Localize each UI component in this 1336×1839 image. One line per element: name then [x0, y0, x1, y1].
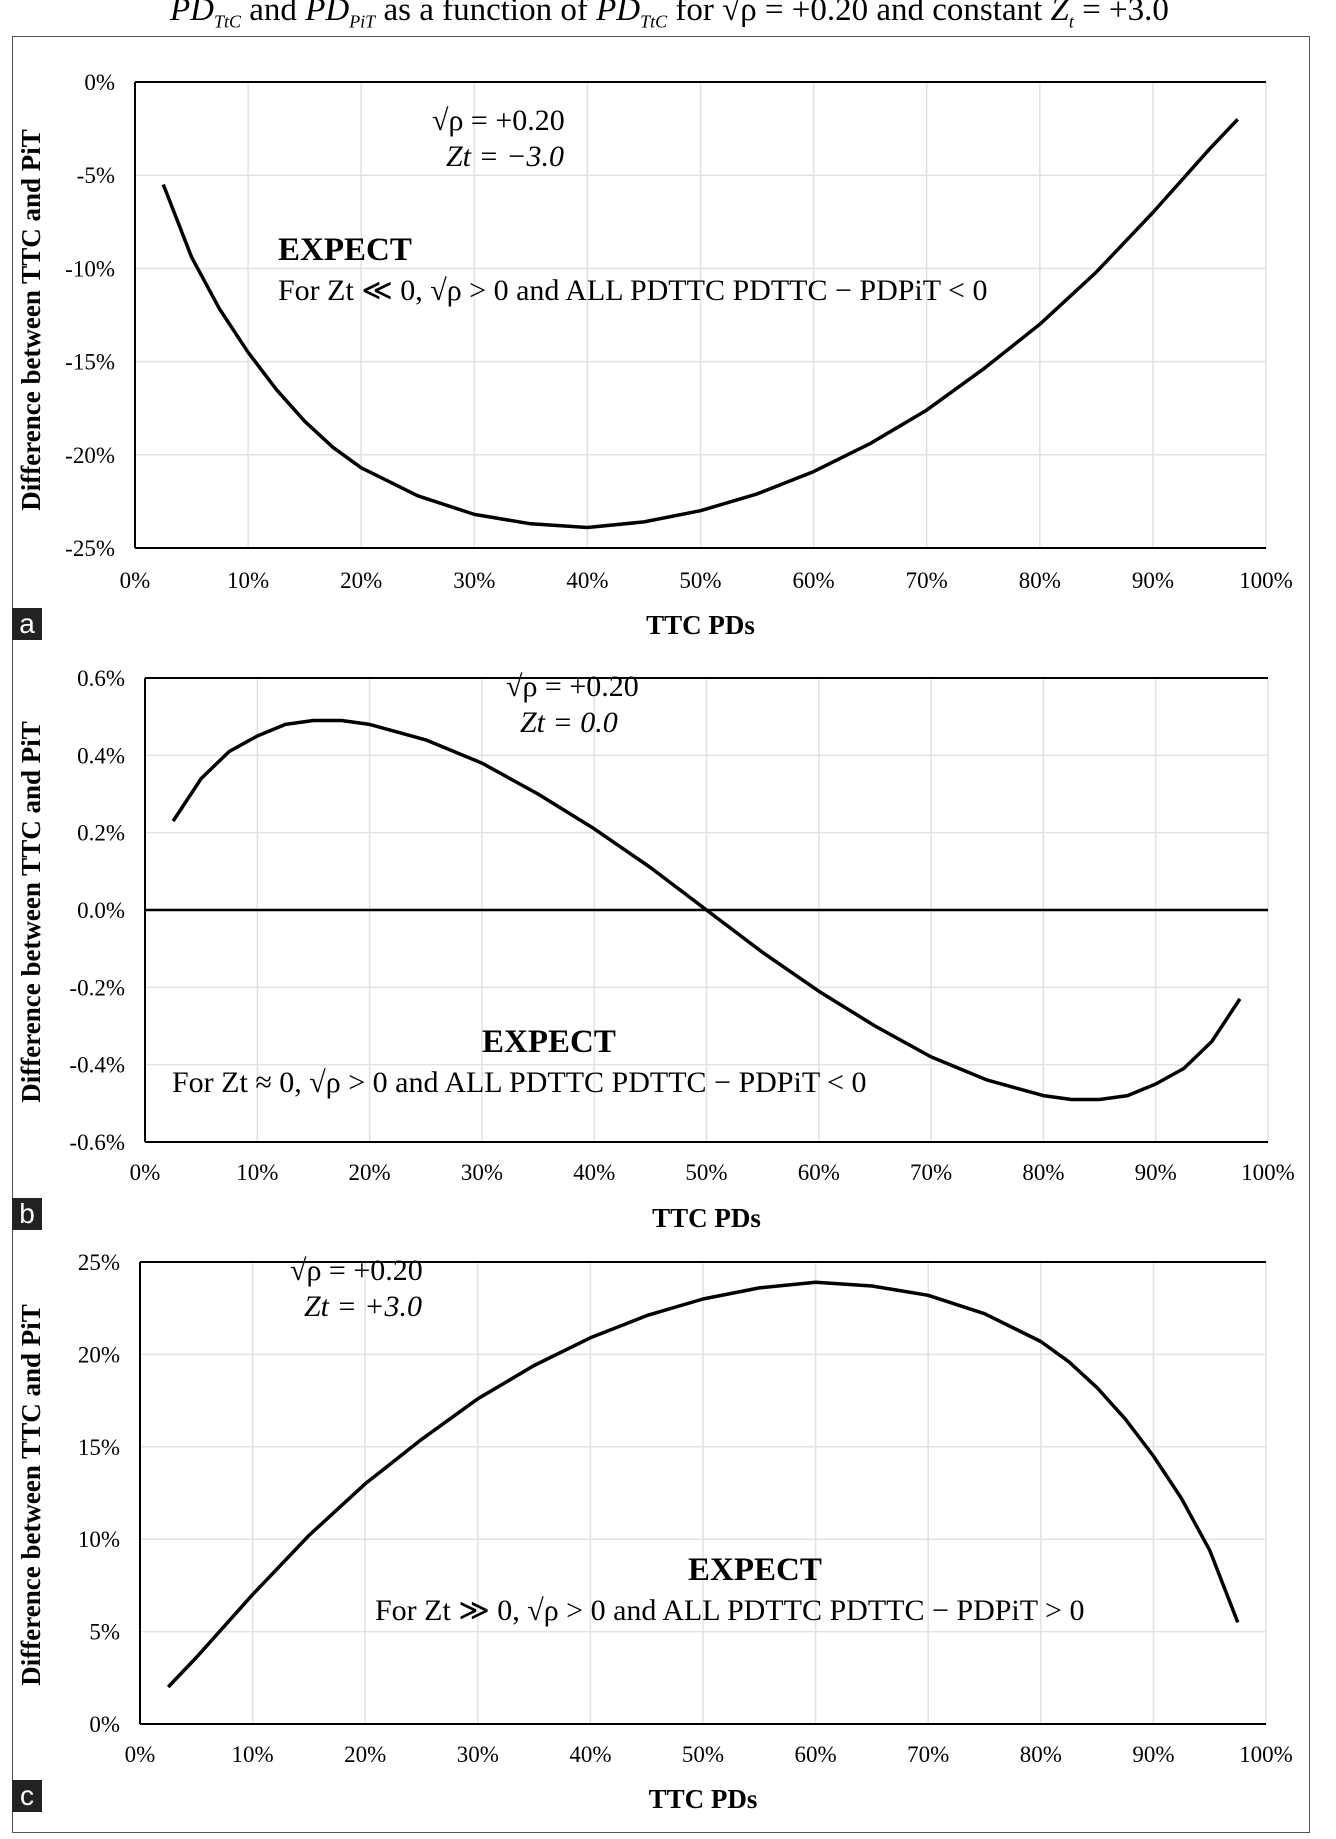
x-tick-label: 50%: [679, 568, 721, 593]
param-sqrt-rho: √ρ = +0.20: [290, 1254, 423, 1287]
param-sqrt-rho: √ρ = +0.20: [506, 670, 639, 703]
x-tick-label: 60%: [798, 1160, 840, 1185]
y-tick-label: 0.2%: [77, 821, 125, 846]
y-tick-label: -0.6%: [69, 1130, 125, 1155]
x-tick-label: 0%: [125, 1742, 156, 1767]
y-tick-label: -0.4%: [69, 1053, 125, 1078]
x-tick-label: 10%: [232, 1742, 274, 1767]
x-tick-label: 70%: [906, 568, 948, 593]
panel-label-box: [12, 1780, 42, 1812]
y-tick-label: 20%: [78, 1342, 120, 1367]
x-tick-label: 80%: [1022, 1160, 1064, 1185]
chart-panel-c: 25% 20% 15% 10% 5% 0%0% 10% 20% 30% 40% 50% 60% 70% 8…: [12, 1250, 1293, 1814]
y-tick-label: 0%: [89, 1712, 120, 1737]
series-line: [171, 718, 1242, 1102]
x-tick-label: 100%: [1239, 568, 1293, 593]
figure-frame: [12, 36, 1310, 1833]
x-tick-label: 20%: [344, 1742, 386, 1767]
expect-title: EXPECT: [278, 232, 412, 268]
panel-label: a: [19, 608, 35, 639]
x-tick-label: 70%: [910, 1160, 952, 1185]
series-line: [166, 1280, 1240, 1689]
panel-label-box: [12, 608, 42, 640]
y-tick-label: 15%: [78, 1435, 120, 1460]
x-tick-label: 30%: [457, 1742, 499, 1767]
x-tick-label: 10%: [236, 1160, 278, 1185]
x-tick-label: 40%: [569, 1742, 611, 1767]
x-tick-label: 20%: [340, 568, 382, 593]
expect-text: For Zt ≈ 0, √ρ > 0 and ALL PDTTC PDTTC −…: [172, 1066, 867, 1099]
x-tick-label: 90%: [1135, 1160, 1177, 1185]
figure-caption: PDTtC and PDPiT as a function of PDTtC f…: [170, 0, 1169, 32]
y-tick-label: -25%: [65, 536, 115, 561]
x-tick-label: 40%: [566, 568, 608, 593]
y-tick-label: 0.0%: [77, 898, 125, 923]
y-tick-label: 10%: [78, 1527, 120, 1552]
y-tick-label: -5%: [77, 163, 115, 188]
x-tick-label: 10%: [227, 568, 269, 593]
expect-title: EXPECT: [688, 1552, 822, 1588]
panel-label: c: [20, 1780, 34, 1811]
x-tick-label: 50%: [685, 1160, 727, 1185]
x-tick-label: 50%: [682, 1742, 724, 1767]
x-tick-label: 0%: [120, 568, 151, 593]
y-tick-label: -15%: [65, 350, 115, 375]
x-axis-label: TTC PDs: [652, 1203, 761, 1233]
x-tick-label: 100%: [1239, 1742, 1293, 1767]
x-axis-label: TTC PDs: [646, 610, 755, 640]
chart-panel-b: 0.6% 0.4% 0.2% 0.0% -0.2% -0.4% -0.6%0% 10% 20% 3…: [12, 666, 1295, 1233]
y-tick-label: 0%: [84, 70, 115, 95]
x-tick-label: 80%: [1019, 568, 1061, 593]
x-tick-label: 30%: [453, 568, 495, 593]
y-axis-label: Difference between TTC and PiT: [16, 721, 46, 1102]
x-tick-label: 80%: [1020, 1742, 1062, 1767]
y-tick-label: 0.6%: [77, 666, 125, 691]
series-line: [161, 118, 1239, 530]
param-sqrt-rho: √ρ = +0.20: [432, 104, 565, 137]
param-zt: Zt = 0.0: [520, 706, 618, 739]
x-tick-label: 0%: [130, 1160, 161, 1185]
x-axis-label: TTC PDs: [649, 1784, 758, 1814]
y-tick-label: -10%: [65, 256, 115, 281]
x-tick-label: 60%: [793, 568, 835, 593]
x-tick-label: 60%: [795, 1742, 837, 1767]
x-tick-label: 100%: [1241, 1160, 1295, 1185]
expect-text: For Zt ≫ 0, √ρ > 0 and ALL PDTTC PDTTC −…: [375, 1594, 1084, 1627]
y-axis-label: Difference between TTC and PiT: [16, 1304, 46, 1685]
chart-panel-a: 0%-5%-10%-15%-20%-25%0% 10% 20% 30% 40% 50% 60…: [12, 70, 1293, 640]
x-tick-label: 90%: [1132, 568, 1174, 593]
panel-label-box: [12, 1198, 42, 1230]
param-zt: Zt = −3.0: [446, 140, 564, 173]
y-tick-label: -20%: [65, 443, 115, 468]
x-tick-label: 90%: [1132, 1742, 1174, 1767]
param-zt: Zt = +3.0: [304, 1290, 422, 1323]
y-axis-label: Difference between TTC and PiT: [16, 129, 46, 510]
y-tick-label: -0.2%: [69, 975, 125, 1000]
x-tick-label: 20%: [349, 1160, 391, 1185]
expect-title: EXPECT: [482, 1024, 616, 1060]
x-tick-label: 30%: [461, 1160, 503, 1185]
x-tick-label: 40%: [573, 1160, 615, 1185]
y-tick-label: 5%: [89, 1620, 120, 1645]
expect-text: For Zt ≪ 0, √ρ > 0 and ALL PDTTC PDTTC −…: [278, 274, 987, 307]
y-tick-label: 0.4%: [77, 743, 125, 768]
x-tick-label: 70%: [907, 1742, 949, 1767]
y-tick-label: 25%: [78, 1250, 120, 1275]
panel-label: b: [19, 1198, 35, 1229]
